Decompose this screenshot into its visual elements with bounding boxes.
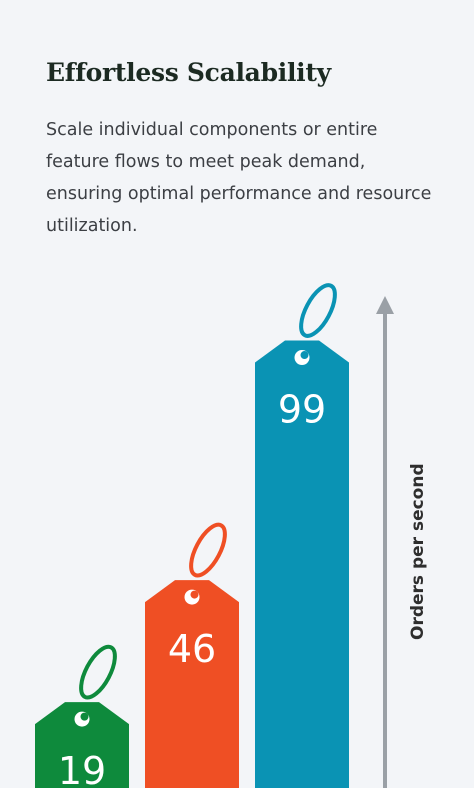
bar-group: 19 xyxy=(35,644,129,788)
tag-eyelet-string xyxy=(300,351,309,360)
tag-loop xyxy=(299,283,337,338)
tag-loop xyxy=(79,644,117,700)
bars-layer: 19 46 99 xyxy=(35,283,349,788)
data-label: 19 xyxy=(58,749,106,788)
card-description: Scale individual components or entire fe… xyxy=(46,120,432,236)
y-axis-label: Orders per second xyxy=(408,463,428,640)
y-axis-arrow xyxy=(376,296,394,314)
data-label: 46 xyxy=(168,627,216,671)
tag-loop xyxy=(189,522,227,578)
bar-group: 99 xyxy=(255,283,349,788)
y-axis: Orders per second xyxy=(376,296,428,788)
bar xyxy=(255,340,349,788)
data-label: 99 xyxy=(278,388,326,432)
bar xyxy=(145,580,239,788)
bar xyxy=(35,702,129,788)
tag-eyelet-string xyxy=(190,590,199,599)
tag-eyelet-string xyxy=(80,712,89,721)
card-title: Effortless Scalability xyxy=(46,58,331,87)
bar-group: 46 xyxy=(145,522,239,788)
